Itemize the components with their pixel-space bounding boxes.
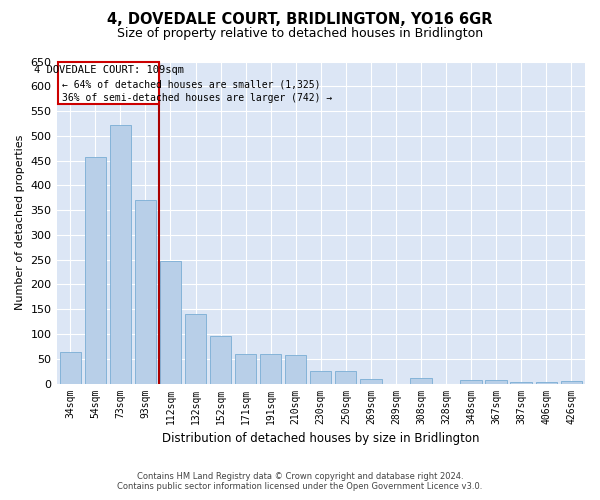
Text: Contains HM Land Registry data © Crown copyright and database right 2024.: Contains HM Land Registry data © Crown c… — [137, 472, 463, 481]
Y-axis label: Number of detached properties: Number of detached properties — [15, 135, 25, 310]
Bar — [210, 336, 231, 384]
Text: ← 64% of detached houses are smaller (1,325): ← 64% of detached houses are smaller (1,… — [62, 80, 320, 90]
Bar — [335, 371, 356, 384]
X-axis label: Distribution of detached houses by size in Bridlington: Distribution of detached houses by size … — [162, 432, 479, 445]
FancyBboxPatch shape — [58, 62, 159, 104]
Text: 4 DOVEDALE COURT: 109sqm: 4 DOVEDALE COURT: 109sqm — [34, 65, 184, 75]
Bar — [536, 382, 557, 384]
Bar — [160, 260, 181, 384]
Bar — [185, 314, 206, 384]
Bar — [410, 378, 431, 384]
Bar — [85, 156, 106, 384]
Bar — [360, 378, 382, 384]
Bar — [260, 354, 281, 384]
Bar — [485, 380, 507, 384]
Bar — [59, 352, 81, 384]
Bar — [135, 200, 156, 384]
Bar — [310, 371, 331, 384]
Text: Contains public sector information licensed under the Open Government Licence v3: Contains public sector information licen… — [118, 482, 482, 491]
Bar — [110, 126, 131, 384]
Bar — [511, 382, 532, 384]
Text: 36% of semi-detached houses are larger (742) →: 36% of semi-detached houses are larger (… — [62, 94, 332, 104]
Bar — [285, 356, 307, 384]
Text: Size of property relative to detached houses in Bridlington: Size of property relative to detached ho… — [117, 28, 483, 40]
Bar — [235, 354, 256, 384]
Bar — [560, 381, 582, 384]
Text: 4, DOVEDALE COURT, BRIDLINGTON, YO16 6GR: 4, DOVEDALE COURT, BRIDLINGTON, YO16 6GR — [107, 12, 493, 28]
Bar — [460, 380, 482, 384]
